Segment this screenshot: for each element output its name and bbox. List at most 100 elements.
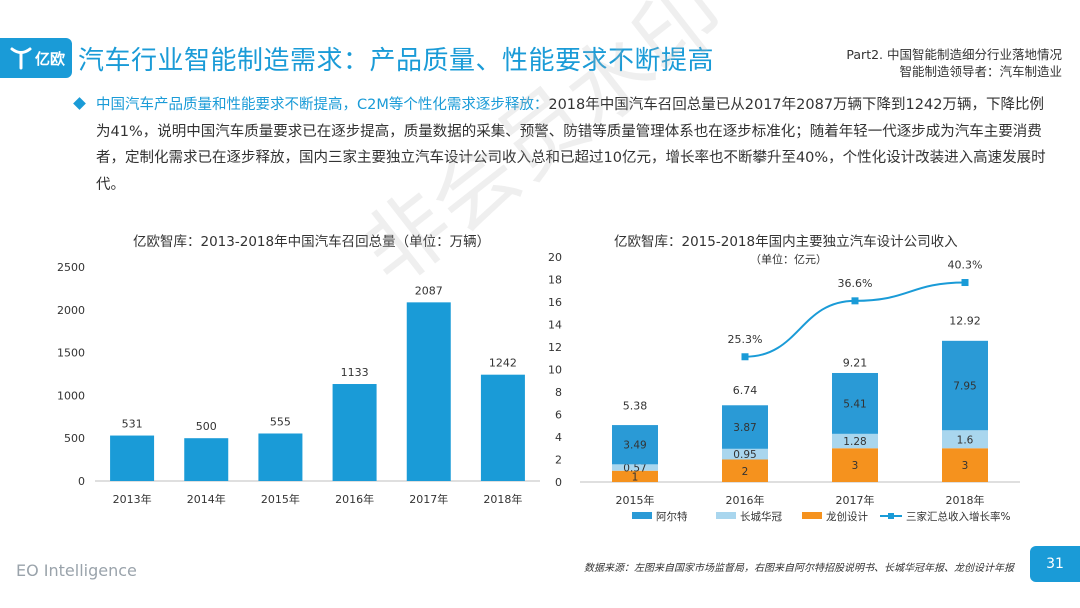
- stacked-bar-segment: [832, 448, 878, 482]
- legend-label: 三家汇总收入增长率%: [906, 510, 1010, 523]
- growth-label: 25.3%: [728, 333, 763, 346]
- segment-value-label: 3.49: [623, 440, 646, 452]
- y-tick-label: 10: [548, 364, 562, 377]
- x-tick-label: 2018年: [483, 492, 522, 506]
- growth-point: [851, 297, 859, 305]
- bar-total-label: 6.74: [733, 384, 758, 397]
- x-tick-label: 2014年: [187, 492, 226, 506]
- x-tick-label: 2018年: [946, 493, 985, 507]
- segment-value-label: 1.6: [957, 434, 974, 446]
- growth-line: [744, 281, 966, 358]
- bar-total-label: 5.38: [623, 399, 648, 412]
- stacked-bar-segment: [942, 430, 988, 449]
- y-tick-label: 18: [548, 274, 562, 287]
- legend-label: 长城华冠: [740, 510, 782, 523]
- segment-value-label: 5.41: [843, 398, 866, 410]
- bullet-highlight: 中国汽车产品质量和性能要求不断提高，C2M等个性化需求逐步释放：: [96, 97, 549, 113]
- x-tick-label: 2015年: [261, 492, 300, 506]
- x-tick-label: 2016年: [335, 492, 374, 506]
- footer-brand: EO Intelligence: [16, 561, 137, 580]
- right-chart-title: 亿欧智库：2015-2018年国内主要独立汽车设计公司收入: [614, 234, 958, 250]
- bar: [258, 433, 303, 481]
- stacked-bar-segment: [722, 459, 768, 482]
- design-revenue-chart: 0 2 4 6 8 10 12 14 16 18 20 10.57 3.49 5.38 2015年 2 0.95…: [548, 251, 1020, 523]
- bar: [480, 374, 525, 481]
- segment-value-label: 2: [742, 466, 749, 478]
- y-tick-label: 0: [78, 475, 85, 488]
- y-tick-label: 0: [555, 476, 562, 489]
- legend-swatch: [802, 512, 822, 519]
- bar: [332, 384, 377, 481]
- segment-value-label: 7.95: [953, 381, 976, 393]
- bar-value-label: 2087: [415, 284, 443, 297]
- segment-value-label: 0.57: [623, 463, 646, 475]
- bar: [184, 438, 229, 481]
- stacked-bar-segment: [942, 448, 988, 482]
- x-tick-label: 2016年: [726, 493, 765, 507]
- y-tick-label: 6: [555, 409, 562, 422]
- growth-point: [741, 353, 749, 361]
- segment-value-label: 3: [962, 460, 969, 472]
- y-tick-label: 4: [555, 431, 562, 444]
- logo-icon: [10, 47, 32, 70]
- bar-value-label: 1242: [489, 357, 517, 370]
- y-tick-label: 1500: [57, 347, 85, 360]
- x-tick-label: 2015年: [616, 493, 655, 507]
- bar-value-label: 531: [122, 418, 143, 431]
- segment-value-label: 1.28: [843, 436, 866, 448]
- growth-label: 36.6%: [838, 277, 873, 290]
- part-info: Part2. 中国智能制造细分行业落地情况 智能制造领导者：汽车制造业: [846, 46, 1062, 80]
- part-line-1: Part2. 中国智能制造细分行业落地情况: [846, 47, 1062, 62]
- left-chart-title: 亿欧智库：2013-2018年中国汽车召回总量（单位：万辆）: [133, 234, 491, 250]
- x-tick-label: 2017年: [836, 493, 875, 507]
- y-tick-label: 500: [64, 432, 85, 445]
- y-tick-label: 2500: [57, 261, 85, 274]
- legend-swatch: [632, 512, 652, 519]
- logo-text: 亿欧: [35, 49, 66, 68]
- bar-value-label: 555: [270, 415, 291, 428]
- part-line-2: 智能制造领导者：汽车制造业: [899, 64, 1062, 79]
- y-tick-label: 8: [555, 386, 562, 399]
- bullet-paragraph: 中国汽车产品质量和性能要求不断提高，C2M等个性化需求逐步释放：2018年中国汽…: [96, 92, 1046, 198]
- legend-swatch: [716, 512, 736, 519]
- y-tick-label: 2000: [57, 304, 85, 317]
- bar-total-label: 9.21: [843, 356, 868, 369]
- legend-label: 阿尔特: [656, 510, 688, 523]
- segment-value-label: 3.87: [733, 422, 756, 434]
- y-tick-label: 16: [548, 296, 562, 309]
- logo: 亿欧: [0, 38, 72, 78]
- recall-bar-chart: 0 500 1000 1500 2000 2500 531 2013年 500 2014年 555 2…: [57, 261, 540, 506]
- bar-value-label: 500: [196, 420, 217, 433]
- y-tick-label: 12: [548, 341, 562, 354]
- stacked-bar-segment: [722, 448, 768, 460]
- y-tick-label: 20: [548, 251, 562, 264]
- bar-value-label: 1133: [341, 366, 369, 379]
- y-tick-label: 14: [548, 319, 562, 332]
- legend-line-marker: [888, 513, 894, 519]
- stacked-bar-segment: [832, 433, 878, 449]
- x-tick-label: 2017年: [409, 492, 448, 506]
- bar: [406, 302, 451, 481]
- stacked-bar-segment: [722, 405, 768, 449]
- page-title: 汽车行业智能制造需求：产品质量、性能要求不断提高: [78, 46, 715, 76]
- stacked-bar-segment: [612, 464, 658, 471]
- stacked-bar-segment: [612, 470, 658, 482]
- segment-value-label: 0.95: [733, 449, 756, 461]
- page-number: 31: [1030, 546, 1080, 582]
- bar-total-label: 12.92: [949, 315, 981, 328]
- legend-label: 龙创设计: [826, 510, 868, 523]
- growth-label: 40.3%: [948, 259, 983, 272]
- bar: [110, 435, 155, 481]
- stacked-bar-segment: [832, 372, 878, 434]
- growth-point: [961, 279, 969, 287]
- stacked-bar-segment: [612, 425, 658, 465]
- right-chart-subtitle: （单位：亿元）: [750, 253, 827, 266]
- bullet-diamond-icon: [73, 97, 86, 110]
- x-tick-label: 2013年: [113, 492, 152, 506]
- segment-value-label: 3: [852, 460, 859, 472]
- y-tick-label: 1000: [57, 389, 85, 402]
- data-source: 数据来源：左图来自国家市场监督局，右图来自阿尔特招股说明书、长城华冠年报、龙创设…: [584, 563, 1014, 574]
- y-tick-label: 2: [555, 454, 562, 467]
- stacked-bar-segment: [942, 340, 988, 431]
- bullet-body: 2018年中国汽车召回总量已从2017年2087万辆下降到1242万辆，下降比例…: [96, 97, 1046, 193]
